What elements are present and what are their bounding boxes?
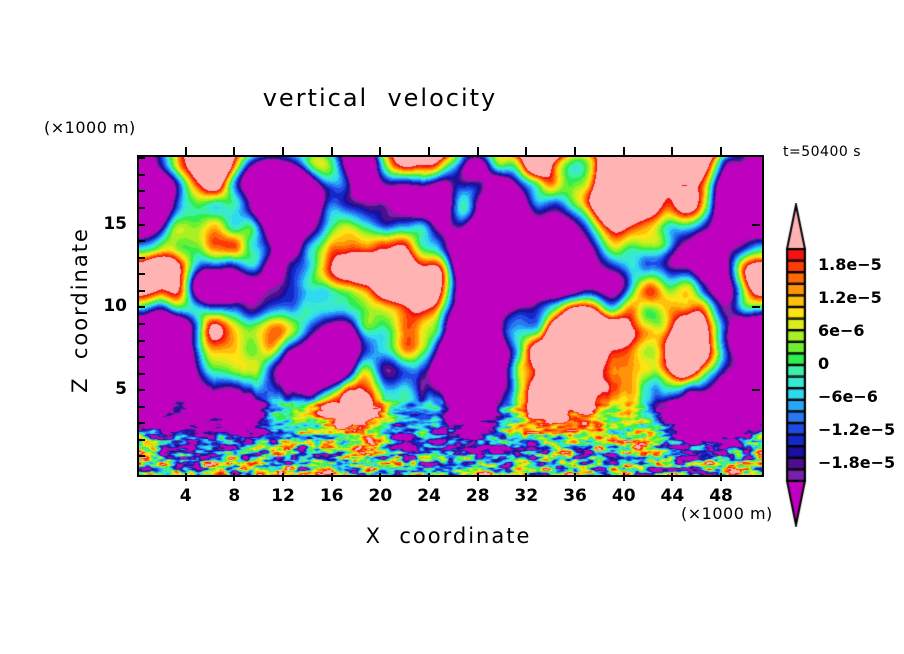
plot-area[interactable]: [137, 155, 764, 477]
contour-field-canvas: [139, 157, 762, 475]
y-axis-unit-label: (×1000 m): [44, 118, 136, 137]
colorbar-tick-label-0: 1.8e−5: [818, 254, 882, 274]
x-tick-24: [428, 473, 431, 481]
y-tick-right-10: [752, 306, 760, 309]
colorbar-canvas: [779, 203, 813, 527]
y-minor-tick-11: [137, 289, 145, 292]
x-tick-16: [330, 473, 333, 481]
y-tick-label-10: 10: [103, 296, 127, 317]
colorbar-tick-label-1: 1.2e−5: [818, 287, 882, 307]
x-tick-8: [233, 473, 236, 481]
x-tick-top-12: [282, 147, 285, 155]
x-tick-top-24: [428, 147, 431, 155]
y-minor-tick-3: [137, 422, 145, 425]
x-tick-48: [720, 473, 723, 481]
x-tick-top-48: [720, 147, 723, 155]
timestamp-annotation: t=50400 s: [783, 144, 861, 160]
y-tick-right-5: [752, 389, 760, 392]
x-tick-label-40: 40: [611, 486, 636, 506]
x-tick-28: [476, 473, 479, 481]
x-tick-12: [282, 473, 285, 481]
y-minor-tick-16: [137, 207, 145, 209]
colorbar[interactable]: [779, 203, 813, 527]
colorbar-tick-label-4: −6e−6: [818, 387, 878, 407]
y-minor-tick-12: [137, 273, 145, 276]
x-axis-unit-label: (×1000 m): [681, 504, 773, 523]
colorbar-tick-label-2: 6e−6: [818, 320, 865, 340]
x-tick-label-36: 36: [563, 486, 587, 506]
x-axis-title: X coordinate: [365, 524, 532, 548]
x-tick-label-4: 4: [179, 486, 192, 506]
x-tick-20: [379, 473, 382, 481]
y-minor-tick-18: [137, 173, 145, 176]
page-title: vertical velocity: [262, 84, 498, 112]
x-tick-32: [525, 473, 528, 481]
y-minor-tick-19: [137, 157, 145, 160]
x-tick-36: [574, 473, 577, 481]
x-tick-label-28: 28: [465, 486, 490, 506]
y-minor-tick-9: [137, 322, 145, 325]
x-tick-44: [671, 473, 674, 481]
y-minor-tick-8: [137, 339, 145, 342]
colorbar-tick-label-6: −1.8e−5: [818, 453, 896, 473]
x-tick-top-28: [476, 147, 479, 155]
y-minor-tick-13: [137, 256, 145, 259]
y-minor-tick-2: [137, 438, 145, 441]
x-tick-label-32: 32: [514, 486, 539, 506]
y-minor-tick-1: [137, 455, 145, 458]
x-tick-label-16: 16: [319, 486, 344, 506]
x-tick-top-20: [379, 147, 382, 155]
y-minor-tick-14: [137, 240, 145, 243]
y-minor-tick-7: [137, 356, 145, 359]
x-tick-top-4: [184, 147, 187, 155]
x-tick-label-44: 44: [660, 486, 685, 506]
colorbar-tick-label-3: 0: [818, 354, 830, 373]
x-tick-top-40: [622, 147, 625, 155]
y-tick-15: [137, 223, 145, 226]
colorbar-tick-label-5: −1.2e−5: [818, 420, 896, 440]
x-tick-label-48: 48: [709, 486, 733, 506]
x-tick-40: [622, 473, 625, 481]
x-tick-top-32: [525, 147, 528, 155]
x-tick-top-16: [330, 147, 333, 155]
y-tick-label-15: 15: [103, 213, 127, 234]
y-tick-label-5: 5: [115, 379, 127, 400]
x-tick-label-12: 12: [271, 486, 295, 506]
x-tick-label-8: 8: [228, 486, 241, 506]
x-tick-label-20: 20: [368, 486, 393, 506]
y-minor-tick-6: [137, 372, 145, 375]
x-tick-top-8: [233, 147, 236, 155]
y-axis-title: Z coordinate: [68, 227, 92, 393]
y-minor-tick-4: [137, 405, 145, 408]
y-tick-5: [137, 389, 145, 392]
x-tick-4: [184, 473, 187, 481]
y-minor-tick-17: [137, 190, 145, 193]
x-tick-label-24: 24: [417, 486, 441, 506]
y-tick-right-15: [752, 223, 760, 226]
x-tick-top-44: [671, 147, 674, 155]
x-tick-top-36: [574, 147, 577, 155]
y-tick-10: [137, 306, 145, 309]
